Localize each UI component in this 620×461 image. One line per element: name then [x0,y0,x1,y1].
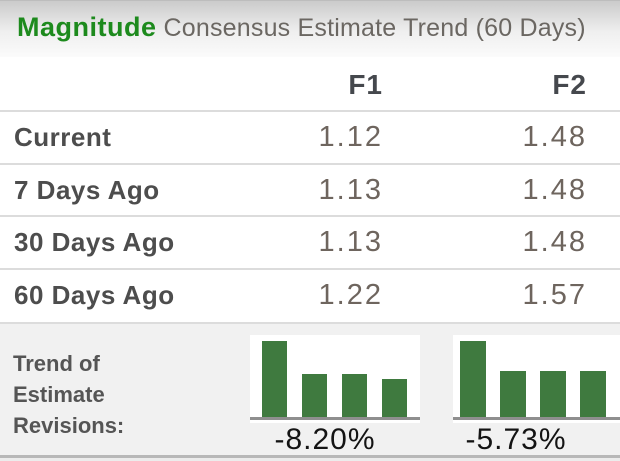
trend-bar [302,374,327,417]
f1-value: 1.13 [318,174,383,206]
table-header-row: F1 F2 [0,57,620,112]
bottom-padding [0,458,620,461]
bottom-border [0,455,620,458]
f2-value: 1.48 [522,226,587,258]
trend-bar [540,371,566,417]
table-row: 30 Days Ago 1.13 1.48 [0,215,620,268]
trend-bar [382,379,407,417]
trend-bar [262,341,287,417]
table-row: 7 Days Ago 1.13 1.48 [0,163,620,216]
trend-bar [460,341,486,417]
f2-value: 1.48 [522,121,587,153]
trend-label-line: Estimate [13,382,105,407]
widget-subtitle: Consensus Estimate Trend (60 Days) [163,14,586,42]
trend-revisions-label: Trend of Estimate Revisions: [13,348,124,441]
f2-trend-bar-chart [453,335,620,423]
trend-revisions-section: Trend of Estimate Revisions: -8.20% -5.7… [0,322,620,456]
f2-value: 1.57 [522,279,587,311]
trend-label-line: Trend of [13,351,100,376]
row-label: 30 Days Ago [14,227,175,257]
f1-value: 1.22 [318,279,383,311]
f1-value: 1.12 [318,121,383,153]
chart-baseline [453,417,620,420]
row-label: Current [14,122,112,152]
trend-bar [580,371,606,417]
trend-bar [342,374,367,417]
chart-baseline [250,417,420,420]
widget-header-text: Magnitude Consensus Estimate Trend (60 Da… [17,12,586,43]
row-label: 60 Days Ago [14,280,175,310]
f1-value: 1.13 [318,226,383,258]
column-header-f1: F1 [348,69,383,100]
trend-bar [500,371,526,417]
column-header-f2: F2 [552,69,587,100]
f2-revision-percent: -5.73% [465,423,567,456]
table-row: Current 1.12 1.48 [0,110,620,163]
widget-title: Magnitude [17,12,157,42]
f2-value: 1.48 [522,174,587,206]
f1-trend-bar-chart [250,335,420,423]
widget-header: Magnitude Consensus Estimate Trend (60 Da… [0,0,620,57]
trend-label-line: Revisions: [13,413,125,438]
table-row: 60 Days Ago 1.22 1.57 [0,268,620,321]
row-label: 7 Days Ago [14,175,160,205]
f1-revision-percent: -8.20% [274,423,376,456]
